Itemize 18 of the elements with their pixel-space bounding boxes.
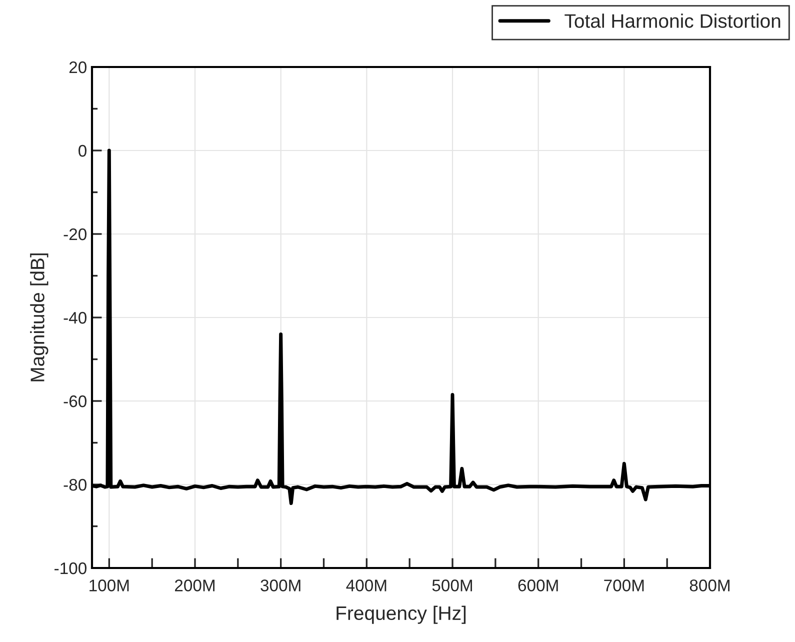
x-tick-label: 100M [90,580,129,592]
y-tick-label: -40 [64,312,86,324]
x-tick-label: 300M [260,580,300,592]
y-tick-label: -100 [54,562,86,574]
x-tick-label: 400M [346,580,386,592]
y-tick-label: -60 [64,395,86,408]
y-tick-label: -80 [64,478,86,491]
y-tick-label: 20 [69,61,86,74]
y-tick-label: -20 [64,228,86,240]
x-tick-label: 800M [690,580,730,592]
x-tick-label: 700M [604,580,644,592]
x-tick-label: 500M [432,580,472,592]
x-axis-title: Frequency [Hz] [336,606,466,624]
legend-label: Total Harmonic Distortion [564,14,780,28]
x-tick-label: 600M [518,580,558,592]
y-axis-title: Magnitude [dB] [30,253,48,382]
y-tick-label: 0 [78,144,86,157]
x-tick-label: 200M [174,580,214,592]
